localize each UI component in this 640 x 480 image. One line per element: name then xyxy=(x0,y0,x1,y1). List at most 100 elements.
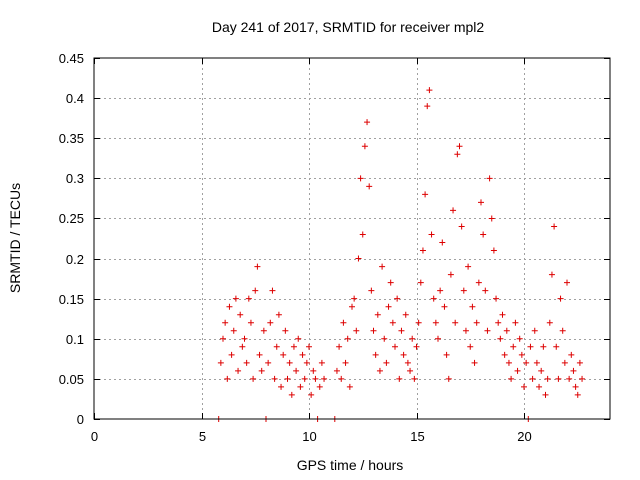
data-point xyxy=(252,287,259,294)
data-point xyxy=(503,327,510,334)
data-point xyxy=(557,295,564,302)
data-point xyxy=(353,327,360,334)
y-tick-label: 0.05 xyxy=(59,372,84,387)
data-point xyxy=(407,367,414,374)
data-point xyxy=(546,319,553,326)
data-point xyxy=(460,287,467,294)
data-point xyxy=(364,119,371,126)
data-point xyxy=(239,343,246,350)
data-point xyxy=(224,375,231,382)
data-point xyxy=(419,247,426,254)
data-point xyxy=(576,359,583,366)
data-point xyxy=(379,263,386,270)
data-point xyxy=(505,359,512,366)
data-point xyxy=(243,359,250,366)
data-point xyxy=(351,295,358,302)
data-point xyxy=(361,143,368,150)
data-point xyxy=(570,367,577,374)
data-point xyxy=(383,359,390,366)
data-point xyxy=(318,359,325,366)
data-point xyxy=(497,335,504,342)
chart-title: Day 241 of 2017, SRMTID for receiver mpl… xyxy=(212,19,485,35)
x-axis-label: GPS time / hours xyxy=(297,457,404,473)
data-point xyxy=(389,319,396,326)
y-tick-label: 0.45 xyxy=(59,51,84,66)
plot-frame xyxy=(93,57,611,420)
data-point xyxy=(538,367,545,374)
data-point xyxy=(376,367,383,374)
data-point xyxy=(230,327,237,334)
data-point xyxy=(462,327,469,334)
data-point xyxy=(523,359,530,366)
data-point xyxy=(559,327,566,334)
data-point xyxy=(306,343,312,350)
data-point xyxy=(435,335,441,342)
data-point xyxy=(441,303,448,310)
data-point xyxy=(508,375,515,382)
y-tick-label: 0.15 xyxy=(59,292,84,307)
data-point xyxy=(400,351,407,358)
x-tick-label: 5 xyxy=(199,429,206,444)
data-point xyxy=(404,359,411,366)
x-tick-label: 20 xyxy=(517,429,531,444)
data-point xyxy=(553,343,560,350)
data-point xyxy=(346,383,353,390)
data-point xyxy=(409,335,416,342)
data-point xyxy=(299,351,306,358)
data-point xyxy=(258,367,265,374)
axis-ticks: 0 0.05 0.1 0.15 0.2 0.25 0.3 0.35 0.4 0.45 0 5 10 15 2… xyxy=(59,51,610,444)
y-tick-label: 0.4 xyxy=(66,91,84,106)
data-point xyxy=(370,327,377,334)
data-point xyxy=(228,351,235,358)
x-tick-label: 0 xyxy=(91,429,98,444)
y-tick-label: 0.25 xyxy=(59,211,84,226)
data-point xyxy=(424,103,431,110)
data-point xyxy=(465,263,472,270)
data-point xyxy=(572,383,579,390)
data-point xyxy=(316,383,323,390)
data-point xyxy=(456,143,463,150)
y-tick-label: 0 xyxy=(77,412,84,427)
data-point xyxy=(396,375,403,382)
data-point xyxy=(579,375,586,382)
data-point xyxy=(237,311,244,318)
data-point xyxy=(267,319,274,326)
data-point xyxy=(398,327,405,334)
data-point xyxy=(437,287,444,294)
data-point xyxy=(286,359,293,366)
data-point xyxy=(220,335,226,342)
data-point xyxy=(312,375,319,382)
data-point xyxy=(342,359,349,366)
data-point xyxy=(531,327,538,334)
data-point xyxy=(555,375,562,382)
data-point xyxy=(445,375,452,382)
data-point xyxy=(527,343,534,350)
data-point xyxy=(271,375,278,382)
data-point xyxy=(510,343,517,350)
data-point xyxy=(488,215,495,222)
data-point xyxy=(310,367,317,374)
y-axis-label: SRMTID / TECUs xyxy=(7,183,23,293)
data-point xyxy=(486,175,493,182)
data-point xyxy=(432,319,439,326)
data-point xyxy=(450,207,457,214)
data-point xyxy=(447,271,454,278)
data-point xyxy=(336,343,343,350)
data-point xyxy=(385,303,392,310)
data-point xyxy=(516,335,523,342)
y-tick-label: 0.1 xyxy=(66,332,84,347)
data-point xyxy=(381,335,388,342)
data-point xyxy=(411,375,418,382)
data-point xyxy=(469,303,476,310)
data-point xyxy=(355,255,362,262)
y-tick-label: 0.2 xyxy=(66,252,84,267)
data-point xyxy=(426,87,433,94)
data-point xyxy=(561,359,568,366)
data-point xyxy=(529,375,536,382)
grid-lines xyxy=(94,58,610,419)
data-point xyxy=(284,375,291,382)
data-point xyxy=(297,383,304,390)
data-point xyxy=(413,343,420,350)
data-point xyxy=(536,383,543,390)
data-point xyxy=(443,351,450,358)
